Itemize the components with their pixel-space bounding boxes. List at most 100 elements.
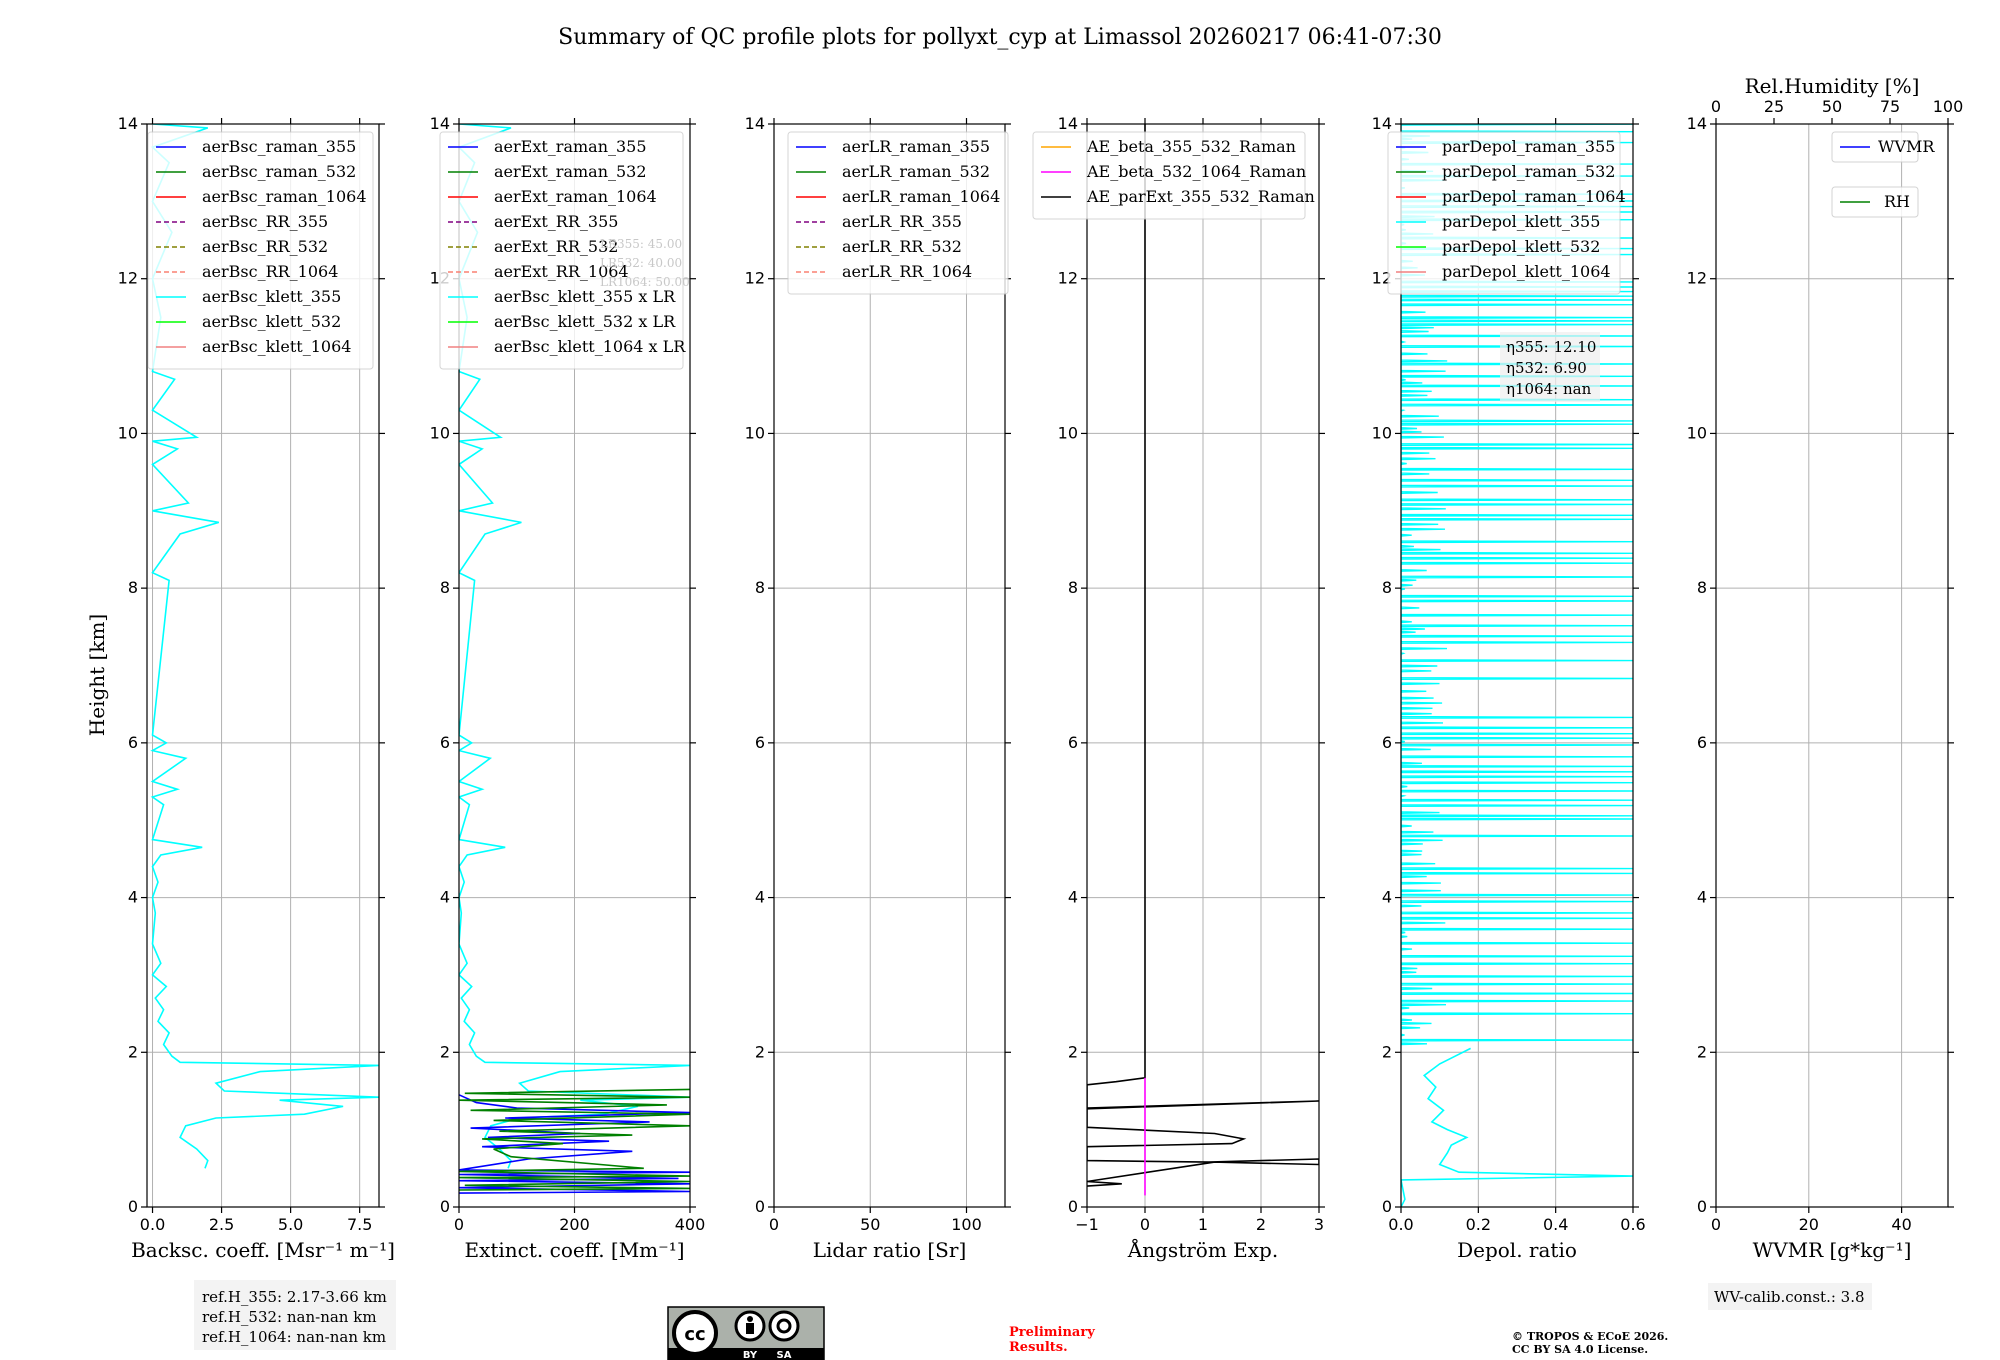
eta-note: η355: 12.10 [1506, 338, 1596, 356]
ytick-label: 0 [755, 1197, 765, 1216]
ytick-label: 12 [745, 269, 765, 288]
ytick-label: 14 [1687, 114, 1707, 133]
xtick-label: 0.2 [1466, 1215, 1491, 1234]
copyright-line-2: CC BY SA 4.0 License. [1512, 1343, 1648, 1356]
ytick-label: 12 [1372, 269, 1392, 288]
series-aerBsc_klett_355 [150, 124, 379, 1169]
legend-entry: aerBsc_RR_1064 [202, 262, 338, 281]
legend-entry: AE_beta_532_1064_Raman [1086, 162, 1306, 181]
legend-entry: aerLR_raman_355 [842, 137, 990, 156]
x-axis-label: WVMR [g*kg⁻¹] [1753, 1238, 1912, 1262]
xtick-label: −1 [1075, 1215, 1099, 1234]
legend-entry: aerLR_raman_532 [842, 162, 990, 181]
ytick-label: 4 [1382, 888, 1392, 907]
x-axis-label: Backsc. coeff. [Msr⁻¹ m⁻¹] [131, 1238, 395, 1262]
ytick-label: 2 [440, 1042, 450, 1061]
svg-text:cc: cc [684, 1324, 705, 1345]
ytick-label: 6 [755, 733, 765, 752]
series-group [1401, 124, 1633, 1207]
legend-entry: parDepol_klett_532 [1442, 237, 1600, 256]
xtick-label: 1 [1198, 1215, 1208, 1234]
xtick-label: 50 [860, 1215, 880, 1234]
legend-frame [1032, 131, 1306, 220]
legend: WVMR RH [1831, 131, 1935, 218]
legend-entry: AE_parExt_355_532_Raman [1086, 187, 1315, 206]
ytick-label: 12 [1687, 269, 1707, 288]
xtick-label: 0 [1711, 1215, 1721, 1234]
ytick-label: 6 [440, 733, 450, 752]
ytick-label: 4 [128, 888, 138, 907]
series-aerExt_raman_532 [459, 1088, 690, 1191]
share-alike-icon [768, 1310, 800, 1342]
xtick-label: 3 [1314, 1215, 1324, 1234]
ytick-label: 6 [1697, 733, 1707, 752]
panel-depol: 0 2 4 6 8 10 12 14 0.0 0.2 0.4 0.6 Depol. ratio parDe… [1372, 114, 1646, 1262]
ytick-label: 4 [755, 888, 765, 907]
panel-backscatter: 0 2 4 6 8 10 12 14 0.0 2.5 5.0 7.5 Backsc. coeff. [M… [118, 114, 395, 1262]
legend-entry: aerLR_RR_532 [842, 237, 962, 256]
legend-entry: RH [1884, 192, 1910, 211]
ytick-label: 6 [128, 733, 138, 752]
legend-entry: parDepol_klett_355 [1442, 212, 1600, 231]
eta-note: η532: 6.90 [1506, 359, 1587, 377]
ytick-label: 6 [1382, 733, 1392, 752]
ytick-label: 10 [430, 423, 450, 442]
axes-frame [1715, 123, 1949, 1208]
ytick-label: 2 [1382, 1042, 1392, 1061]
ytick-label: 10 [1687, 423, 1707, 442]
ref-h-355: ref.H_355: 2.17-3.66 km [202, 1288, 387, 1306]
preliminary-line-1: Preliminary [1009, 1325, 1095, 1340]
series-aerBsc_klett_355 x LR [459, 124, 690, 1169]
ytick-label: 4 [1697, 888, 1707, 907]
series-aerExt_raman_355 [459, 1094, 690, 1194]
ytick-label: 12 [118, 269, 138, 288]
axes-frame [1400, 123, 1634, 1208]
legend-entry: parDepol_raman_532 [1442, 162, 1615, 181]
legend-entry: aerBsc_klett_532 [202, 312, 341, 331]
legend-entry: aerExt_raman_355 [494, 137, 647, 156]
top-xtick-label: 100 [1933, 97, 1964, 116]
xtick-label: 0.0 [1388, 1215, 1413, 1234]
legend-frame [1387, 131, 1621, 295]
ytick-label: 0 [440, 1197, 450, 1216]
x-axis-label: Depol. ratio [1457, 1238, 1577, 1262]
legend-frame [439, 131, 684, 370]
series-parDepol_klett_355 [1401, 1047, 1633, 1207]
copyright-line-1: © TROPOS & ECoE 2026. [1512, 1330, 1668, 1343]
x-axis-label: Lidar ratio [Sr] [813, 1238, 967, 1262]
xtick-label: 2 [1256, 1215, 1266, 1234]
lidar-ratio-note: LR355: 45.00 [600, 237, 682, 251]
legend-entry: aerBsc_raman_532 [202, 162, 356, 181]
legend: parDepol_raman_355 parDepol_raman_532 parD… [1387, 131, 1626, 295]
legend-frame [1831, 131, 1919, 163]
legend-frame [147, 131, 374, 370]
xtick-label: 0.0 [140, 1215, 165, 1234]
xtick-label: 400 [675, 1215, 706, 1234]
xtick-label: 100 [951, 1215, 982, 1234]
legend-entry: aerBsc_raman_1064 [202, 187, 367, 206]
cc-logo-icon: cc [672, 1310, 718, 1356]
badge-by-text: BY [743, 1350, 758, 1360]
legend-entry: aerExt_RR_1064 [494, 262, 629, 281]
ytick-label: 2 [1697, 1042, 1707, 1061]
series-group [150, 124, 379, 1169]
legend-entry: aerBsc_klett_532 x LR [494, 312, 676, 331]
legend: aerExt_raman_355 aerExt_raman_532 aerExt_r… [439, 131, 686, 370]
top-xtick-label: 25 [1764, 97, 1784, 116]
ytick-label: 14 [430, 114, 450, 133]
ref-h-532: ref.H_532: nan-nan km [202, 1308, 377, 1326]
cc-by-sa-badge: cc BY SA [667, 1306, 825, 1360]
ref-h-1064: ref.H_1064: nan-nan km [202, 1328, 386, 1346]
legend-entry: aerBsc_klett_355 x LR [494, 287, 676, 306]
wv-calib-text: WV-calib.const.: 3.8 [1714, 1288, 1865, 1306]
xtick-label: 20 [1799, 1215, 1819, 1234]
figure-title: Summary of QC profile plots for pollyxt_… [558, 25, 1442, 50]
ytick-label: 8 [440, 578, 450, 597]
legend-entry: aerBsc_klett_1064 x LR [494, 337, 686, 356]
lidar-ratio-note: LR532: 40.00 [600, 256, 682, 270]
legend-entry: aerExt_RR_355 [494, 212, 618, 231]
lidar-ratio-note: LR1064: 50.00 [600, 275, 690, 289]
